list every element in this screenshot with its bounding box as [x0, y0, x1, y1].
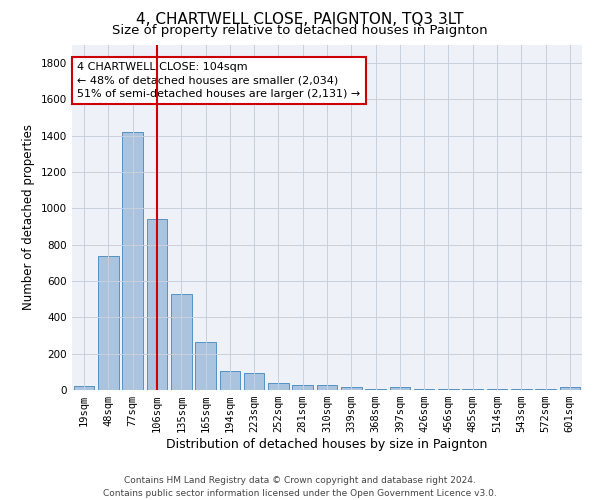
Text: 4 CHARTWELL CLOSE: 104sqm
← 48% of detached houses are smaller (2,034)
51% of se: 4 CHARTWELL CLOSE: 104sqm ← 48% of detac… [77, 62, 361, 98]
Bar [146, 220, 167, 390]
Bar [171, 294, 191, 390]
Text: Contains HM Land Registry data © Crown copyright and database right 2024.
Contai: Contains HM Land Registry data © Crown c… [103, 476, 497, 498]
Bar [98, 256, 119, 390]
Bar [244, 373, 265, 390]
Bar [122, 132, 143, 390]
Bar [74, 386, 94, 390]
X-axis label: Distribution of detached houses by size in Paignton: Distribution of detached houses by size … [166, 438, 488, 451]
Bar [341, 388, 362, 390]
Y-axis label: Number of detached properties: Number of detached properties [22, 124, 35, 310]
Bar [389, 388, 410, 390]
Bar [268, 383, 289, 390]
Bar [292, 385, 313, 390]
Text: Size of property relative to detached houses in Paignton: Size of property relative to detached ho… [112, 24, 488, 37]
Bar [560, 388, 580, 390]
Text: 4, CHARTWELL CLOSE, PAIGNTON, TQ3 3LT: 4, CHARTWELL CLOSE, PAIGNTON, TQ3 3LT [136, 12, 464, 28]
Bar [220, 371, 240, 390]
Bar [317, 385, 337, 390]
Bar [195, 342, 216, 390]
